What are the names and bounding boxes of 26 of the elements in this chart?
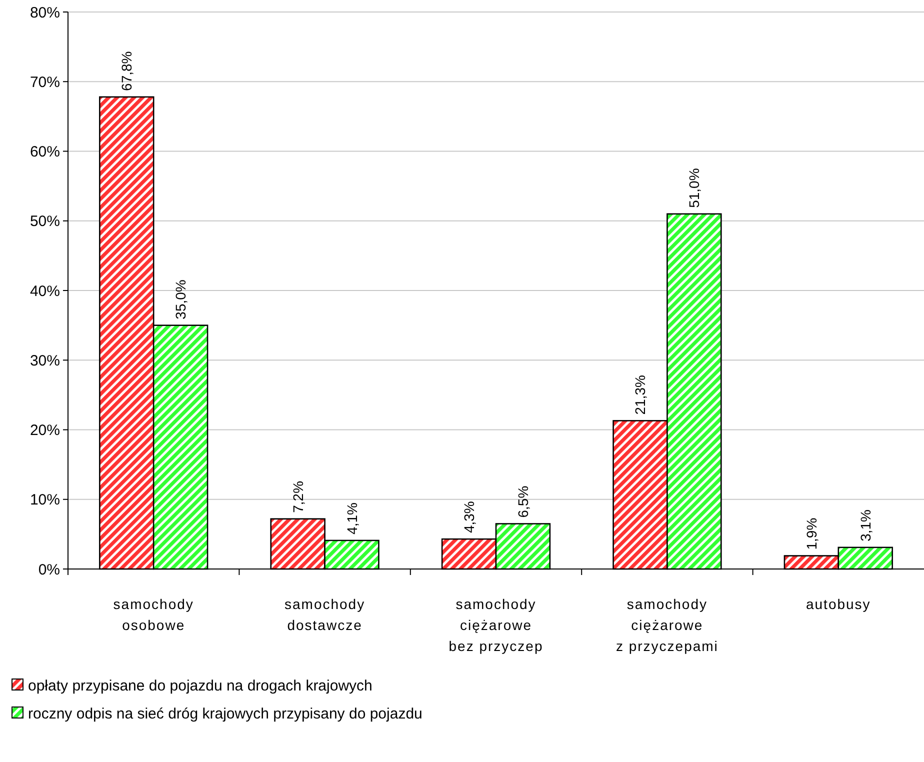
data-label: 6,5% xyxy=(514,486,531,518)
y-tick-label: 10% xyxy=(30,492,60,509)
y-tick-label: 70% xyxy=(30,74,60,91)
y-tick-label: 0% xyxy=(38,561,60,578)
x-tick-label: samochody ciężarowe z przyczepami xyxy=(616,596,718,654)
x-tick-label: samochody dostawcze xyxy=(284,596,366,633)
y-tick-label: 50% xyxy=(30,213,60,230)
x-tick-label: samochody ciężarowe bez przyczep xyxy=(448,596,544,654)
y-tick-label: 40% xyxy=(30,282,60,300)
data-label: 7,2% xyxy=(290,480,306,513)
data-label: 35,0% xyxy=(172,280,189,320)
data-label: 1,9% xyxy=(803,518,820,550)
data-label: 67,8% xyxy=(118,51,135,91)
x-tick-label: autobusy xyxy=(806,596,871,612)
legend-label: opłaty przypisane do pojazdu na drogach krajowych xyxy=(28,677,372,694)
data-label: 4,3% xyxy=(461,501,478,534)
x-tick-label: samochody osobowe xyxy=(113,596,194,633)
y-tick-label: 60% xyxy=(30,144,60,160)
data-label: 21,3% xyxy=(632,374,648,415)
data-label: 3,1% xyxy=(857,509,874,542)
data-label: 51,0% xyxy=(686,168,702,208)
y-tick-label: 20% xyxy=(30,422,60,439)
y-tick-label: 30% xyxy=(30,352,60,370)
data-label: 4,1% xyxy=(344,502,360,534)
y-tick-label: 80% xyxy=(30,4,60,22)
legend-label: roczny odpis na sieć dróg krajowych przypisany do pojazdu xyxy=(28,705,422,722)
